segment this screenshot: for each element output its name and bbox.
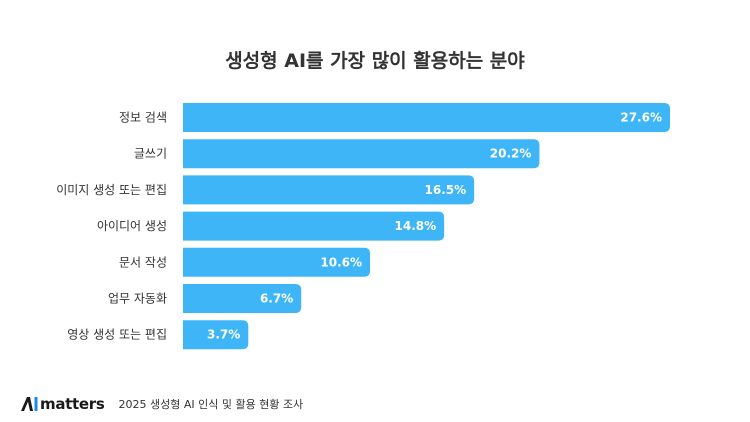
bar <box>183 175 475 205</box>
bar <box>183 139 540 169</box>
value-label: 20.2% <box>490 147 532 161</box>
category-label: 영상 생성 또는 편집 <box>67 328 167 342</box>
category-label: 업무 자동화 <box>108 292 167 306</box>
value-label: 27.6% <box>620 111 662 125</box>
category-label: 아이디어 생성 <box>97 219 167 233</box>
footer: matters 2025 생성형 AI 인식 및 활용 현황 조사 <box>20 394 303 414</box>
value-label: 14.8% <box>395 219 437 233</box>
logo-mark-icon <box>21 397 38 411</box>
value-label: 6.7% <box>260 292 293 306</box>
logo-text: matters <box>40 395 105 413</box>
category-label: 이미지 생성 또는 편집 <box>56 183 167 197</box>
value-label: 10.6% <box>320 255 362 269</box>
value-label: 16.5% <box>425 183 467 197</box>
source-note: 2025 생성형 AI 인식 및 활용 현황 조사 <box>118 398 304 411</box>
bar <box>183 284 302 313</box>
category-label: 문서 작성 <box>119 255 167 269</box>
category-label: 정보 검색 <box>119 111 167 125</box>
bar <box>183 247 371 277</box>
value-label: 3.7% <box>207 328 240 342</box>
category-label: 글쓰기 <box>134 147 167 161</box>
chart-title: 생성형 AI를 가장 많이 활용하는 분야 <box>225 50 525 72</box>
bar <box>183 320 249 350</box>
ai-matters-logo: matters <box>20 395 105 413</box>
bar-chart: 정보 검색 27.6% 글쓰기 20.2% 이미지 생성 또는 편집 16.5% 아이디어 … <box>56 103 670 350</box>
bar <box>183 211 445 241</box>
bar <box>183 103 670 132</box>
